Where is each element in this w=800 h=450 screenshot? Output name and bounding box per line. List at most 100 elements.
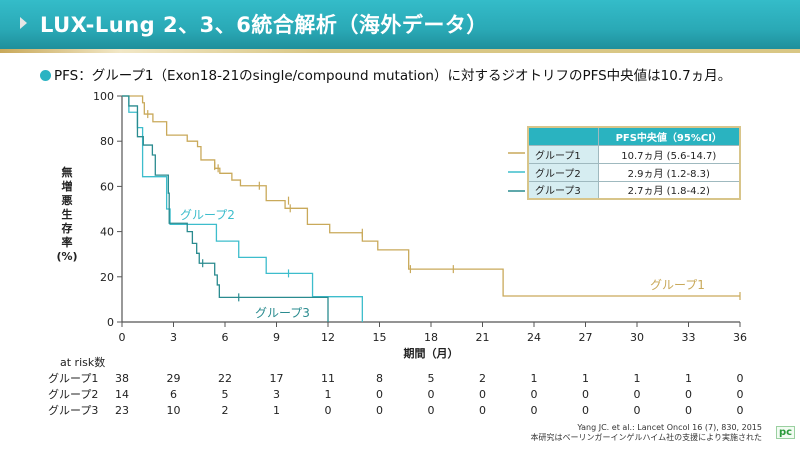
table-row: グループ2 2.9ヵ月 (1.2-8.3)	[527, 162, 741, 182]
series-label: グループ2	[180, 208, 235, 222]
page-title: LUX-Lung 2、3、6統合解析（海外データ）	[40, 13, 488, 37]
pc-badge: pc	[776, 426, 796, 439]
row-label: グループ2	[527, 162, 599, 182]
at-risk-value: 6	[170, 388, 177, 401]
reference: Yang JC. et al.: Lancet Oncol 16 (7), 83…	[530, 423, 762, 443]
at-risk-value: 1	[531, 372, 538, 385]
x-tick-label: 0	[119, 331, 126, 344]
at-risk-value: 0	[479, 388, 486, 401]
citation: Yang JC. et al.: Lancet Oncol 16 (7), 83…	[577, 423, 762, 432]
y-tick-label: 80	[100, 135, 114, 148]
y-axis-label-char: 無	[62, 165, 73, 179]
x-tick-label: 24	[527, 331, 541, 344]
at-risk-value: 1	[582, 372, 589, 385]
at-risk-value: 17	[270, 372, 284, 385]
support-note: 本研究はベーリンガーインゲルハイム社の支援により実施された	[530, 433, 762, 442]
x-tick-label: 18	[424, 331, 438, 344]
x-tick-label: 27	[579, 331, 593, 344]
km-curve-3	[122, 95, 329, 322]
table-corner	[527, 126, 599, 146]
y-axis-label-char: 存	[62, 221, 73, 235]
series-label: グループ1	[650, 278, 705, 292]
at-risk-value: 1	[273, 404, 280, 417]
at-risk-value: 0	[428, 388, 435, 401]
y-axis-label-char: 生	[62, 207, 73, 221]
at-risk-value: 1	[634, 372, 641, 385]
y-axis-label-unit: (%)	[56, 250, 77, 263]
x-tick-label: 3	[170, 331, 177, 344]
x-tick-label: 6	[222, 331, 229, 344]
subtitle-text: PFS：グループ1（Exon18-21のsingle/compound muta…	[54, 68, 732, 84]
y-axis-label-char: 悪	[62, 194, 73, 207]
at-risk-value: 0	[582, 404, 589, 417]
x-tick-label: 9	[273, 331, 280, 344]
at-risk-value: 0	[634, 388, 641, 401]
y-tick-label: 40	[100, 226, 114, 239]
x-tick-label: 33	[682, 331, 696, 344]
table-row: グループ3 2.7ヵ月 (1.8-4.2)	[527, 180, 741, 200]
at-risk-value: 22	[218, 372, 232, 385]
y-tick-label: 0	[107, 316, 114, 329]
at-risk-value: 5	[222, 388, 229, 401]
row-label: グループ1	[527, 144, 599, 164]
at-risk-value: 8	[376, 372, 383, 385]
table-header: PFS中央値（95%CI）	[597, 126, 741, 146]
at-risk-value: 0	[376, 388, 383, 401]
at-risk-value: 0	[737, 372, 744, 385]
at-risk-group-label: グループ3	[48, 403, 98, 417]
at-risk-value: 11	[321, 372, 335, 385]
x-tick-label: 15	[373, 331, 387, 344]
divider	[0, 49, 800, 53]
y-axis-label-char: 率	[62, 235, 73, 249]
at-risk-value: 0	[428, 404, 435, 417]
at-risk-value: 3	[273, 388, 280, 401]
at-risk-group-label: グループ1	[48, 371, 98, 385]
table-row: グループ1 10.7ヵ月 (5.6-14.7)	[527, 144, 741, 164]
at-risk-group-label: グループ2	[48, 387, 98, 401]
at-risk-value: 38	[115, 372, 129, 385]
at-risk-value: 0	[737, 388, 744, 401]
at-risk-value: 0	[634, 404, 641, 417]
row-value: 2.7ヵ月 (1.8-4.2)	[597, 180, 741, 200]
x-tick-label: 36	[733, 331, 747, 344]
triangle-icon	[20, 17, 27, 29]
title-bar: LUX-Lung 2、3、6統合解析（海外データ）	[0, 0, 800, 49]
at-risk-value: 0	[325, 404, 332, 417]
km-curve-2	[122, 95, 363, 322]
at-risk-value: 0	[531, 404, 538, 417]
bullet-icon	[40, 70, 51, 81]
x-tick-label: 30	[630, 331, 644, 344]
at-risk-value: 23	[115, 404, 129, 417]
x-tick-label: 12	[321, 331, 335, 344]
at-risk-value: 5	[428, 372, 435, 385]
at-risk-value: 1	[325, 388, 332, 401]
row-value: 2.9ヵ月 (1.2-8.3)	[597, 162, 741, 182]
y-tick-label: 100	[93, 90, 114, 103]
at-risk-value: 2	[222, 404, 229, 417]
x-axis-label: 期間（月）	[404, 346, 459, 360]
at-risk-value: 0	[376, 404, 383, 417]
at-risk-value: 0	[685, 388, 692, 401]
km-curve-1	[122, 95, 740, 297]
row-label: グループ3	[527, 180, 599, 200]
pfs-median-table: PFS中央値（95%CI） グループ1 10.7ヵ月 (5.6-14.7) グルー…	[527, 126, 741, 200]
x-tick-label: 21	[476, 331, 490, 344]
at-risk-value: 0	[685, 404, 692, 417]
at-risk-value: 2	[479, 372, 486, 385]
series-label: グループ3	[255, 306, 310, 320]
subtitle: PFS：グループ1（Exon18-21のsingle/compound muta…	[40, 64, 731, 84]
y-axis-label-char: 増	[62, 179, 73, 193]
at-risk-value: 0	[582, 388, 589, 401]
at-risk-value: 14	[115, 388, 129, 401]
at-risk-value: 1	[685, 372, 692, 385]
at-risk-value: 29	[167, 372, 181, 385]
at-risk-value: 10	[167, 404, 181, 417]
at-risk-value: 0	[737, 404, 744, 417]
y-tick-label: 20	[100, 271, 114, 284]
at-risk-title: at risk数	[60, 356, 105, 369]
at-risk-value: 0	[531, 388, 538, 401]
row-value: 10.7ヵ月 (5.6-14.7)	[597, 144, 741, 164]
at-risk-value: 0	[479, 404, 486, 417]
y-tick-label: 60	[100, 180, 114, 193]
